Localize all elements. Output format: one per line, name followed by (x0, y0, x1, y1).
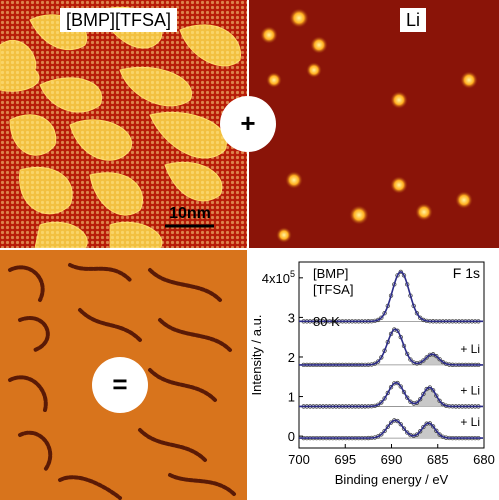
data-point (379, 355, 384, 360)
data-point (388, 385, 394, 390)
x-tick-label: 690 (381, 452, 403, 467)
data-point (418, 429, 423, 434)
shaded-peak-1 (404, 354, 460, 365)
plus-symbol: + (220, 96, 276, 152)
data-point (382, 428, 387, 434)
data-point (430, 424, 436, 429)
data-point (408, 399, 413, 404)
corner-label: F 1s (453, 265, 480, 281)
series-label-1: + Li (460, 342, 480, 356)
series-line-0 (299, 271, 484, 323)
data-point (434, 428, 439, 433)
series-label-3: + Li (460, 415, 480, 429)
data-point (430, 388, 436, 393)
data-point (434, 354, 439, 359)
data-point (418, 315, 423, 320)
data-point (379, 315, 384, 320)
shaded-peak-2 (401, 387, 458, 407)
data-point (405, 395, 410, 400)
data-point (434, 393, 439, 398)
li-label: Li (400, 8, 427, 32)
shaded-peak-3 (400, 423, 457, 439)
data-point (388, 420, 394, 425)
y-tick-label: 2 (288, 350, 295, 365)
data-point (408, 357, 413, 362)
bmp-tfsa-label: [BMP][TFSA] (60, 8, 178, 32)
data-point (379, 432, 384, 437)
data-point (437, 357, 442, 362)
data-point (382, 396, 387, 401)
series-label-2: + Li (460, 384, 480, 398)
stm-image-li (249, 0, 499, 248)
chain-features (8, 263, 237, 500)
x-tick-label: 685 (427, 452, 449, 467)
series-line-3 (299, 419, 484, 439)
data-point (398, 422, 403, 427)
data-point (440, 359, 445, 365)
data-point (405, 430, 410, 435)
data-point (398, 269, 403, 275)
data-point (421, 424, 426, 430)
data-point (379, 400, 384, 405)
data-point (382, 311, 387, 316)
equals-symbol: = (92, 357, 148, 413)
data-point (385, 424, 390, 429)
data-point (414, 311, 420, 316)
sample-label-line2: [TFSA] (313, 282, 353, 297)
scale-bar-label: 10nm (169, 205, 211, 222)
data-point (424, 355, 429, 360)
series-line-1 (299, 328, 484, 366)
x-tick-label: 700 (288, 452, 310, 467)
data-point (414, 432, 420, 437)
data-point (398, 384, 403, 389)
y-tick-label: 4x105 (262, 269, 295, 286)
y-axis-label: Intensity / a.u. (249, 315, 264, 396)
xps-svg: + Li + Li + Li 700 695 690 685 680 0 1 2 3 4x105 Bind… (249, 261, 495, 487)
x-tick-label: 695 (334, 452, 356, 467)
data-point (375, 359, 381, 364)
li-background (249, 0, 499, 248)
data-point (421, 391, 426, 397)
data-point (418, 397, 423, 402)
data-point (401, 426, 407, 431)
x-tick-label: 680 (473, 452, 495, 467)
y-tick-label: 3 (288, 310, 295, 325)
data-point (421, 358, 426, 363)
data-point (437, 432, 442, 437)
data-point (395, 328, 400, 333)
data-point (401, 389, 407, 395)
sample-label-line1: [BMP] (313, 266, 348, 281)
series-line-2 (299, 381, 484, 408)
temperature-label: 80 K (313, 314, 340, 329)
y-tick-label: 0 (288, 429, 295, 444)
xps-chart: + Li + Li + Li 700 695 690 685 680 0 1 2 3 4x105 Bind… (249, 250, 499, 500)
x-axis-label: Binding energy / eV (335, 472, 449, 487)
data-point (385, 390, 390, 396)
y-tick-label: 1 (288, 390, 295, 405)
stm-image-bmp-tfsa: 10nm (0, 0, 247, 248)
data-point (437, 398, 442, 403)
li-spots (260, 8, 478, 243)
